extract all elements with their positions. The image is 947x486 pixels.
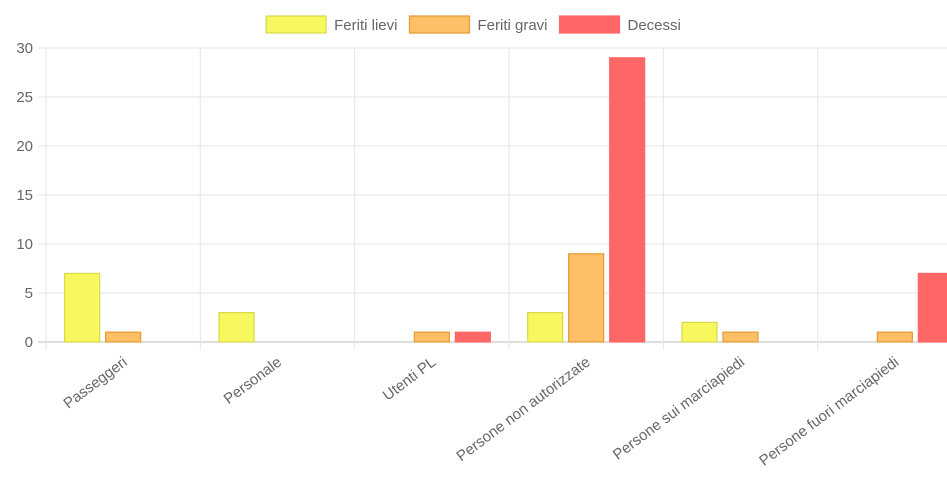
chart-grid [38,47,947,350]
bar [876,331,913,343]
bar [527,312,564,343]
bar [64,272,101,343]
y-tick-label: 10 [16,236,33,253]
bar [105,331,142,343]
y-tick-label: 25 [16,89,33,106]
legend-swatch [265,15,327,34]
legend-label: Decessi [628,17,681,34]
bar [568,253,605,343]
legend-label: Feriti lievi [334,17,397,34]
bar-series [64,57,947,343]
bar [681,321,718,343]
x-tick-label: Passeggeri [60,354,130,413]
y-tick-label: 5 [25,285,33,302]
y-tick-label: 30 [16,40,33,57]
legend-swatch [558,15,621,34]
y-tick-label: 0 [25,334,33,351]
bar [917,272,947,343]
bar [454,331,491,343]
x-tick-label: Utenti PL [380,354,440,405]
x-tick-label: Personale [221,354,285,408]
y-tick-label: 15 [16,187,33,204]
x-tick-label: Persone non autorizzate [453,354,593,465]
bar [218,312,255,343]
y-tick-label: 20 [16,138,33,155]
chart-legend: Feriti lievi Feriti gravi Decessi [265,15,681,34]
x-axis: Passeggeri Personale Utenti PL Persone non … [60,354,902,470]
x-tick-label: Persone fuori marciapiedi [756,354,902,470]
x-tick-label: Persone sui marciapiedi [610,354,748,464]
legend-label: Feriti gravi [477,17,547,34]
legend-swatch [408,15,471,34]
y-axis: 0 5 10 15 20 25 30 [16,40,33,351]
bar [722,331,759,343]
bar [413,331,450,343]
bar [609,57,646,343]
